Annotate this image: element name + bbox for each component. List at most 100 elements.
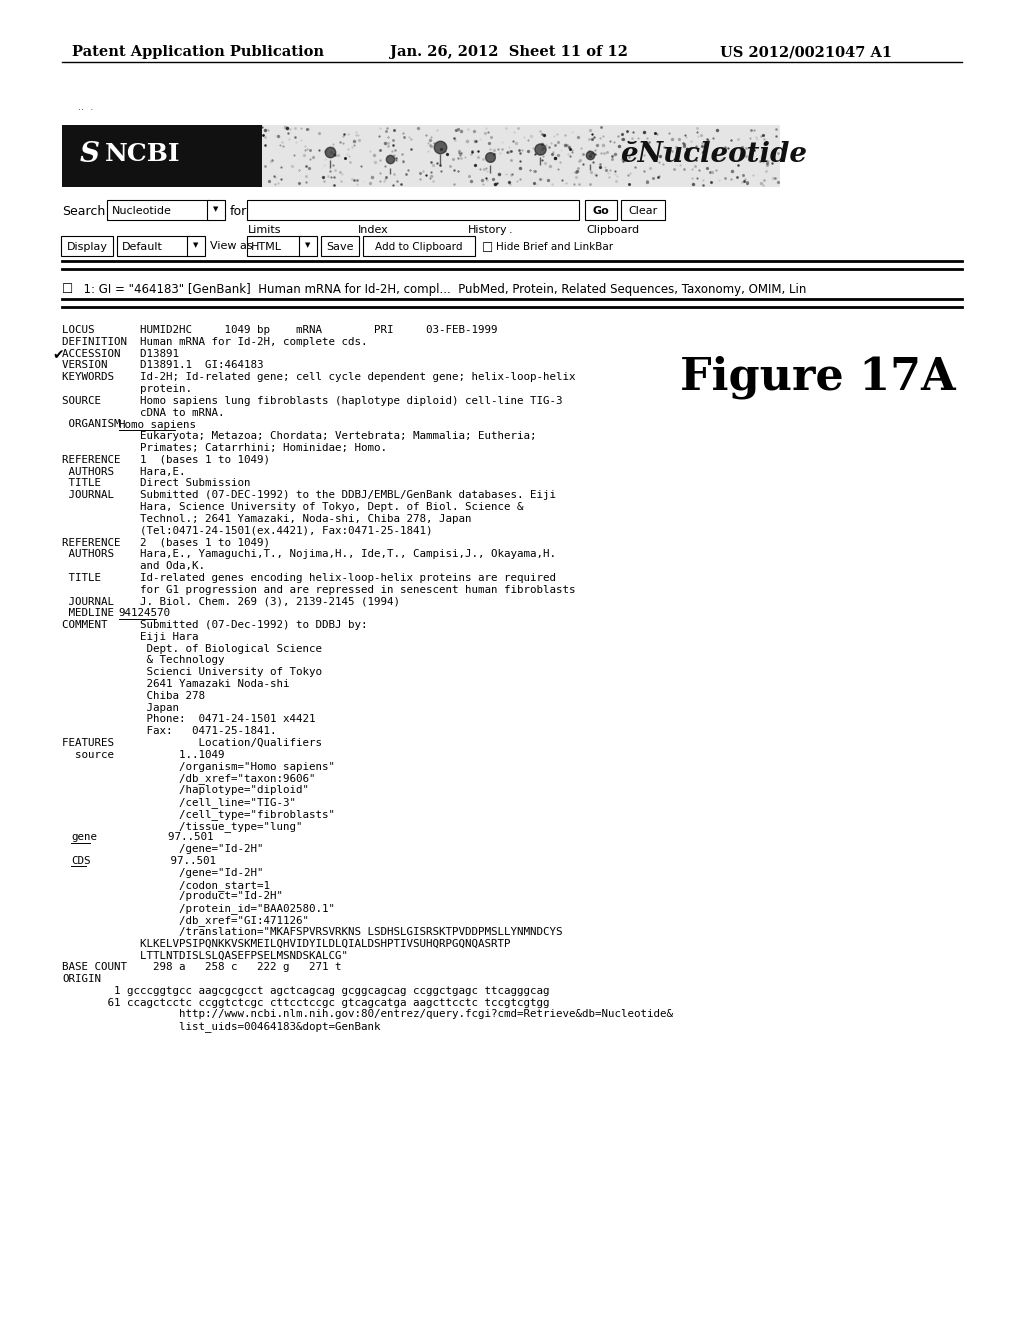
Text: ▼: ▼ xyxy=(305,242,310,248)
Text: Chiba 278: Chiba 278 xyxy=(62,690,205,701)
Text: Technol.; 2641 Yamazaki, Noda-shi, Chiba 278, Japan: Technol.; 2641 Yamazaki, Noda-shi, Chiba… xyxy=(62,513,471,524)
Text: /product="Id-2H": /product="Id-2H" xyxy=(62,891,283,902)
Text: /gene="Id-2H": /gene="Id-2H" xyxy=(62,867,263,878)
FancyBboxPatch shape xyxy=(299,236,317,256)
Text: TITLE      Direct Submission: TITLE Direct Submission xyxy=(62,478,251,488)
Text: .: . xyxy=(509,224,513,235)
Text: Jan. 26, 2012  Sheet 11 of 12: Jan. 26, 2012 Sheet 11 of 12 xyxy=(390,45,628,59)
Text: BASE COUNT    298 a   258 c   222 g   271 t: BASE COUNT 298 a 258 c 222 g 271 t xyxy=(62,962,341,973)
FancyBboxPatch shape xyxy=(61,236,113,256)
Bar xyxy=(262,125,780,187)
Text: DEFINITION  Human mRNA for Id-2H, complete cds.: DEFINITION Human mRNA for Id-2H, complet… xyxy=(62,337,368,347)
Text: JOURNAL    Submitted (07-DEC-1992) to the DDBJ/EMBL/GenBank databases. Eiji: JOURNAL Submitted (07-DEC-1992) to the D… xyxy=(62,490,556,500)
Text: LOCUS       HUMID2HC     1049 bp    mRNA        PRI     03-FEB-1999: LOCUS HUMID2HC 1049 bp mRNA PRI 03-FEB-1… xyxy=(62,325,498,335)
Text: Figure 17A: Figure 17A xyxy=(680,355,955,399)
Text: for: for xyxy=(230,205,247,218)
Text: ▼: ▼ xyxy=(213,206,219,213)
Text: for G1 progression and are repressed in senescent human fibroblasts: for G1 progression and are repressed in … xyxy=(62,585,575,594)
Text: & Technology: & Technology xyxy=(62,656,224,665)
Text: Eiji Hara: Eiji Hara xyxy=(62,632,199,642)
Text: AUTHORS    Hara,E.: AUTHORS Hara,E. xyxy=(62,466,185,477)
Text: TITLE      Id-related genes encoding helix-loop-helix proteins are required: TITLE Id-related genes encoding helix-lo… xyxy=(62,573,556,583)
Text: ✔: ✔ xyxy=(52,347,63,362)
Text: and Oda,K.: and Oda,K. xyxy=(62,561,205,572)
Text: ORIGIN: ORIGIN xyxy=(62,974,101,983)
Text: FEATURES             Location/Qualifiers: FEATURES Location/Qualifiers xyxy=(62,738,322,748)
Text: source          1..1049: source 1..1049 xyxy=(62,750,224,760)
FancyBboxPatch shape xyxy=(362,236,475,256)
FancyBboxPatch shape xyxy=(247,236,301,256)
Text: ☐: ☐ xyxy=(482,242,494,255)
FancyBboxPatch shape xyxy=(187,236,205,256)
Text: Search: Search xyxy=(62,205,105,218)
Text: History: History xyxy=(468,224,508,235)
FancyBboxPatch shape xyxy=(621,201,665,220)
FancyBboxPatch shape xyxy=(247,201,579,220)
Text: COMMENT     Submitted (07-Dec-1992) to DDBJ by:: COMMENT Submitted (07-Dec-1992) to DDBJ … xyxy=(62,620,368,630)
Text: /protein_id="BAA02580.1": /protein_id="BAA02580.1" xyxy=(62,903,335,915)
Text: AUTHORS    Hara,E., Yamaguchi,T., Nojima,H., Ide,T., Campisi,J., Okayama,H.: AUTHORS Hara,E., Yamaguchi,T., Nojima,H.… xyxy=(62,549,556,560)
Text: HTML: HTML xyxy=(251,242,282,252)
Text: Display: Display xyxy=(67,242,108,252)
FancyBboxPatch shape xyxy=(106,201,209,220)
Text: Save: Save xyxy=(327,242,353,252)
Text: Add to Clipboard: Add to Clipboard xyxy=(375,242,463,252)
FancyBboxPatch shape xyxy=(321,236,359,256)
Text: cDNA to mRNA.: cDNA to mRNA. xyxy=(62,408,224,417)
Text: Index: Index xyxy=(358,224,389,235)
FancyBboxPatch shape xyxy=(585,201,617,220)
Text: ORGANISM: ORGANISM xyxy=(62,420,140,429)
Text: VERSION     D13891.1  GI:464183: VERSION D13891.1 GI:464183 xyxy=(62,360,263,371)
Text: MEDLINE: MEDLINE xyxy=(62,609,140,618)
FancyBboxPatch shape xyxy=(117,236,189,256)
Text: S: S xyxy=(80,140,100,168)
Text: LTTLNTDISLSLQASEFPSELMSNDSKALCG": LTTLNTDISLSLQASEFPSELMSNDSKALCG" xyxy=(62,950,348,961)
Text: Fax:   0471-25-1841.: Fax: 0471-25-1841. xyxy=(62,726,276,737)
Text: /cell_type="fibroblasts": /cell_type="fibroblasts" xyxy=(62,809,335,820)
Text: Primates; Catarrhini; Hominidae; Homo.: Primates; Catarrhini; Hominidae; Homo. xyxy=(62,444,387,453)
Text: KEYWORDS    Id-2H; Id-related gene; cell cycle dependent gene; helix-loop-helix: KEYWORDS Id-2H; Id-related gene; cell cy… xyxy=(62,372,575,383)
Text: Homo_sapiens: Homo_sapiens xyxy=(119,420,197,430)
Text: REFERENCE   1  (bases 1 to 1049): REFERENCE 1 (bases 1 to 1049) xyxy=(62,455,270,465)
Text: Phone:  0471-24-1501 x4421: Phone: 0471-24-1501 x4421 xyxy=(62,714,315,725)
Text: Patent Application Publication: Patent Application Publication xyxy=(72,45,324,59)
Text: http://www.ncbi.nlm.nih.gov:80/entrez/query.fcgi?cmd=Retrieve&db=Nucleotide&: http://www.ncbi.nlm.nih.gov:80/entrez/qu… xyxy=(62,1010,673,1019)
Text: /db_xref="GI:471126": /db_xref="GI:471126" xyxy=(62,915,309,925)
Text: list_uids=00464183&dopt=GenBank: list_uids=00464183&dopt=GenBank xyxy=(62,1022,381,1032)
Text: /tissue_type="lung": /tissue_type="lung" xyxy=(62,821,302,832)
Text: SOURCE      Homo sapiens lung fibroblasts (haplotype diploid) cell-line TIG-3: SOURCE Homo sapiens lung fibroblasts (ha… xyxy=(62,396,562,405)
Text: 2641 Yamazaki Noda-shi: 2641 Yamazaki Noda-shi xyxy=(62,678,290,689)
Text: US 2012/0021047 A1: US 2012/0021047 A1 xyxy=(720,45,892,59)
Text: Nucleotide: Nucleotide xyxy=(112,206,172,216)
Text: Dept. of Biological Science: Dept. of Biological Science xyxy=(62,644,322,653)
Text: /organism="Homo sapiens": /organism="Homo sapiens" xyxy=(62,762,335,772)
Text: 1: GI = "464183" [GenBank]  Human mRNA for Id-2H, compl...  PubMed, Protein, Rel: 1: GI = "464183" [GenBank] Human mRNA fo… xyxy=(76,282,806,296)
Text: 97..501: 97..501 xyxy=(86,855,216,866)
Text: /gene="Id-2H": /gene="Id-2H" xyxy=(62,845,263,854)
Text: Hara, Science University of Tokyo, Dept. of Biol. Science &: Hara, Science University of Tokyo, Dept.… xyxy=(62,502,523,512)
Text: CDS: CDS xyxy=(72,855,91,866)
Text: ACCESSION   D13891: ACCESSION D13891 xyxy=(62,348,179,359)
Text: View as: View as xyxy=(210,242,253,251)
Text: /codon_start=1: /codon_start=1 xyxy=(62,879,270,891)
Text: ☐: ☐ xyxy=(62,282,74,296)
Text: Clear: Clear xyxy=(629,206,657,216)
Text: (Tel:0471-24-1501(ex.4421), Fax:0471-25-1841): (Tel:0471-24-1501(ex.4421), Fax:0471-25-… xyxy=(62,525,432,536)
Text: JOURNAL    J. Biol. Chem. 269 (3), 2139-2145 (1994): JOURNAL J. Biol. Chem. 269 (3), 2139-214… xyxy=(62,597,400,606)
Text: /db_xref="taxon:9606": /db_xref="taxon:9606" xyxy=(62,774,315,784)
Text: gene: gene xyxy=(72,833,97,842)
Text: 97..501: 97..501 xyxy=(90,833,214,842)
Text: Clipboard: Clipboard xyxy=(586,224,639,235)
Text: /haplotype="diploid": /haplotype="diploid" xyxy=(62,785,309,795)
Text: /cell_line="TIG-3": /cell_line="TIG-3" xyxy=(62,797,296,808)
Text: Default: Default xyxy=(122,242,163,252)
FancyBboxPatch shape xyxy=(207,201,225,220)
Text: ▼: ▼ xyxy=(194,242,199,248)
Text: Eukaryota; Metazoa; Chordata; Vertebrata; Mammalia; Eutheria;: Eukaryota; Metazoa; Chordata; Vertebrata… xyxy=(62,432,537,441)
Text: Limits: Limits xyxy=(248,224,282,235)
Text: 1 gcccggtgcc aagcgcgcct agctcagcag gcggcagcag ccggctgagc ttcagggcag: 1 gcccggtgcc aagcgcgcct agctcagcag gcggc… xyxy=(62,986,550,995)
Text: 94124570: 94124570 xyxy=(119,609,171,618)
Text: Scienci University of Tokyo: Scienci University of Tokyo xyxy=(62,667,322,677)
Text: REFERENCE   2  (bases 1 to 1049): REFERENCE 2 (bases 1 to 1049) xyxy=(62,537,270,548)
Text: Hide Brief and LinkBar: Hide Brief and LinkBar xyxy=(496,242,613,252)
